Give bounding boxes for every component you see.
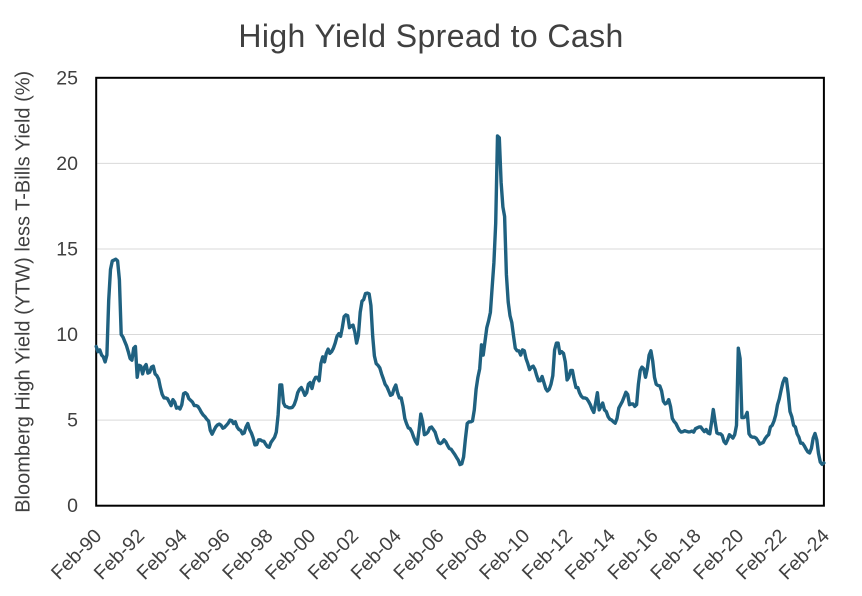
svg-text:25: 25: [56, 67, 78, 89]
svg-text:5: 5: [67, 410, 78, 432]
svg-text:10: 10: [56, 324, 78, 346]
svg-text:Bloomberg High Yield (YTW) les: Bloomberg High Yield (YTW) less T-Bills …: [13, 71, 35, 513]
svg-text:High Yield Spread to Cash: High Yield Spread to Cash: [238, 18, 623, 54]
svg-text:0: 0: [67, 495, 78, 517]
svg-text:15: 15: [56, 239, 78, 261]
svg-text:20: 20: [56, 153, 78, 175]
